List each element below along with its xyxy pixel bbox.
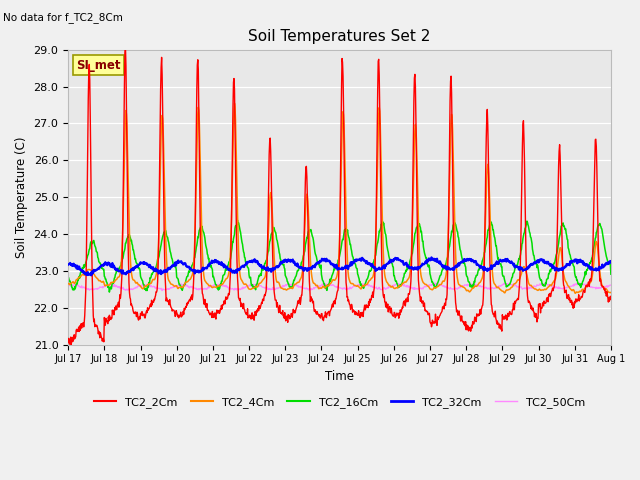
X-axis label: Time: Time [325,370,354,383]
Y-axis label: Soil Temperature (C): Soil Temperature (C) [15,136,28,258]
Text: SI_met: SI_met [76,59,121,72]
Title: Soil Temperatures Set 2: Soil Temperatures Set 2 [248,29,431,44]
Text: No data for f_TC2_8Cm: No data for f_TC2_8Cm [3,12,123,23]
Legend: TC2_2Cm, TC2_4Cm, TC2_16Cm, TC2_32Cm, TC2_50Cm: TC2_2Cm, TC2_4Cm, TC2_16Cm, TC2_32Cm, TC… [90,393,589,413]
